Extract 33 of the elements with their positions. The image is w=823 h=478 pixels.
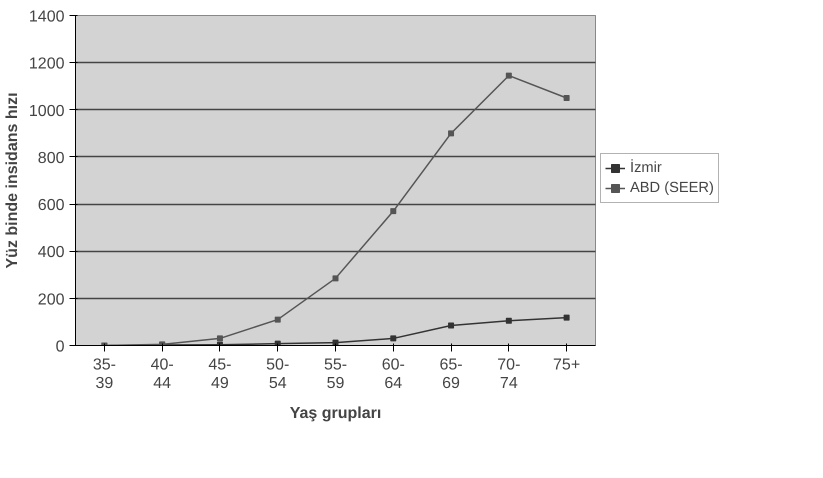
x-tick-label: 35-39 (92, 356, 116, 392)
y-axis-title: Yüz binde insidans hızı (4, 92, 21, 269)
x-tick-label: 60-64 (382, 356, 405, 392)
y-tick-label: 1400 (28, 8, 65, 26)
point (274, 316, 281, 323)
point (564, 95, 570, 101)
x-tick-label: 50-54 (266, 356, 290, 392)
y-tick-label: 400 (38, 244, 65, 262)
x-tick-label: 65-69 (439, 356, 463, 392)
y-tick-label: 0 (56, 338, 65, 356)
point (332, 275, 338, 282)
y-tick-label: 800 (38, 150, 65, 167)
y-tick-label: 1200 (28, 56, 65, 73)
point (216, 335, 223, 342)
point (564, 314, 570, 321)
point (448, 130, 454, 136)
y-tick-label: 1000 (28, 102, 65, 120)
point (506, 72, 512, 79)
y-tick-label: 600 (38, 197, 65, 214)
point (506, 318, 512, 324)
x-tick-label: 40-44 (150, 356, 174, 392)
legend-label: İzmir (630, 160, 662, 176)
point (332, 340, 338, 346)
x-tick-label: 70-74 (497, 356, 520, 392)
x-tick-label: 45-49 (208, 356, 232, 392)
point (448, 322, 454, 328)
y-tick-label: 200 (38, 291, 65, 308)
x-tick-label: 55-59 (324, 356, 348, 392)
point (390, 208, 396, 214)
x-axis-title: Yaş grupları (290, 405, 382, 422)
legend-label: ABD (SEER) (630, 180, 714, 196)
point (390, 335, 396, 342)
x-tick-label: 75+ (553, 356, 580, 374)
